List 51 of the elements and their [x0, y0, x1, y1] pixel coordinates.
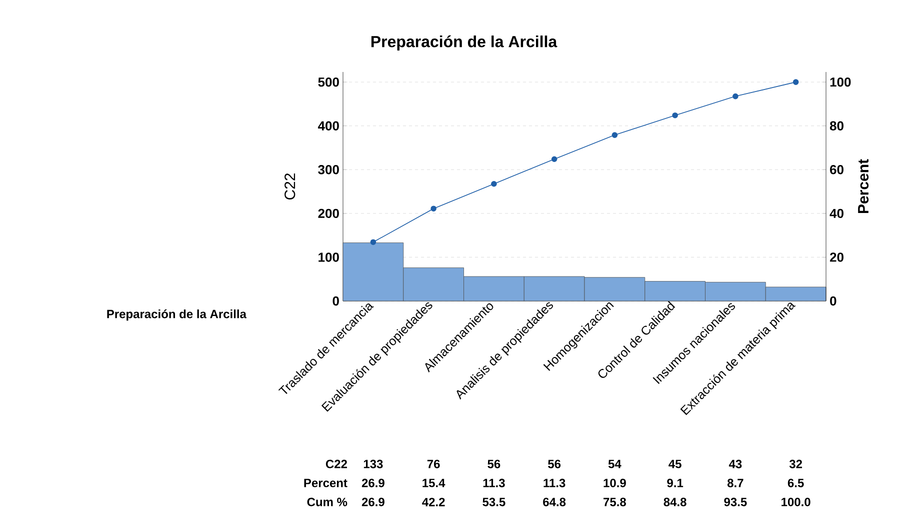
data-label: 93.5	[724, 498, 747, 506]
text: 6.5	[788, 478, 804, 488]
point	[551, 156, 558, 162]
y-tick-label: 300	[318, 165, 339, 174]
point	[792, 79, 799, 85]
y-tick-label: 100	[318, 252, 339, 262]
data-label: 76	[427, 460, 440, 468]
text: 9.1	[667, 478, 684, 488]
y2-tick-label: 100	[830, 77, 851, 87]
point	[491, 180, 497, 187]
y-tick-label: 200	[318, 208, 339, 218]
y-tick-label: 400	[318, 121, 339, 130]
point	[732, 93, 738, 100]
data-label: 32	[789, 460, 802, 468]
data-label: 133	[364, 460, 383, 468]
data-label: 56	[548, 460, 561, 468]
data-label: 100.0	[782, 498, 810, 506]
data-label: 56	[488, 460, 500, 468]
data-label: 64.8	[543, 498, 566, 506]
y2-axis-title: Percent	[858, 159, 869, 214]
text: 8.7	[727, 478, 744, 488]
y2-tick-label: 40	[830, 208, 844, 218]
y-axis-title: C22	[284, 173, 296, 200]
text: 11.3	[544, 478, 566, 488]
text: 26.9	[362, 478, 384, 488]
y2-tick-label: 0	[830, 296, 836, 306]
y-tick-label: 0	[332, 296, 339, 306]
point	[370, 239, 376, 246]
point	[430, 206, 436, 212]
point	[612, 132, 618, 138]
y-tick-label: 500	[318, 77, 339, 87]
point	[672, 112, 678, 118]
data-label: 45	[668, 460, 682, 468]
text: 11.3	[483, 478, 505, 488]
text: Cum %	[307, 498, 348, 506]
data-label: 43	[728, 460, 742, 468]
data-label: 84.8	[664, 498, 686, 506]
data-label: 54	[608, 460, 622, 468]
chart-title: Preparación de la Arcilla	[371, 35, 558, 50]
x-axis-title: Preparación de la Arcilla	[107, 309, 247, 321]
text: C22	[326, 460, 347, 468]
text: 10.9	[604, 478, 626, 488]
data-label: 26.9	[362, 498, 384, 506]
data-label: 53.5	[482, 498, 506, 506]
y2-tick-label: 60	[830, 165, 844, 174]
data-label: 42.2	[422, 498, 445, 506]
text: 15.4	[422, 478, 446, 488]
data-label: 75.8	[604, 498, 626, 506]
y2-tick-label: 80	[830, 121, 844, 130]
y2-tick-label: 20	[830, 252, 844, 262]
text: Percent	[304, 478, 348, 488]
